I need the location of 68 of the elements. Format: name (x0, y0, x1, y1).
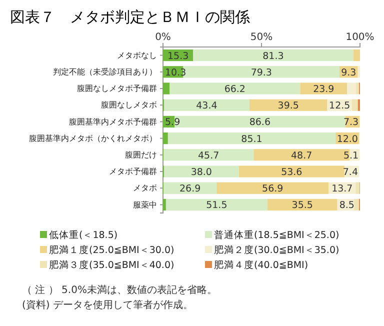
legend-label: 肥満４度(40.0≦BMI) (214, 259, 308, 271)
bar (168, 132, 336, 144)
data-label: 9.3 (341, 67, 356, 78)
bar (216, 182, 329, 194)
bar (163, 132, 168, 144)
bar (166, 198, 268, 211)
data-label: 23.9 (313, 84, 334, 95)
data-label: 12.5 (329, 100, 350, 112)
bar (164, 166, 239, 178)
data-label: 12.0 (336, 134, 358, 145)
y-tick-label: メタボ予備群 (109, 167, 157, 176)
data-label: 56.9 (262, 184, 284, 195)
data-label: 66.2 (224, 84, 246, 95)
data-label: 8.5 (339, 200, 354, 212)
data-label: 15.3 (167, 50, 189, 62)
bar (193, 49, 354, 62)
bar (356, 82, 360, 94)
bar (163, 82, 170, 94)
legend-label: 低体重(＜18.5) (49, 229, 118, 241)
y-tick-label: 腹囲基準内メタボ（かくれメタボ） (29, 134, 157, 143)
bar (353, 49, 360, 62)
legend-label: 肥満３度(35.0≦BMI＜40.0) (49, 259, 174, 271)
bar (164, 149, 254, 161)
y-tick-label: メタボなし (117, 50, 157, 60)
data-label: 13.7 (332, 184, 353, 195)
y-tick-label: 腹囲だけ (125, 150, 157, 160)
bar (347, 82, 356, 94)
data-label: 48.7 (291, 150, 312, 162)
x-tick-label: 0% (155, 32, 171, 43)
data-label: 86.6 (249, 117, 270, 128)
bar (300, 82, 348, 94)
y-tick-label: メタボ (133, 184, 157, 193)
chart-title: 図表７ メタボ判定とＢＭＩの関係 (10, 8, 250, 26)
data-label: 53.6 (281, 167, 302, 178)
x-tick-label: 100% (346, 32, 374, 43)
y-tick-label: 服薬中 (133, 200, 157, 210)
data-label: 26.9 (180, 184, 201, 195)
data-label: 45.7 (198, 150, 220, 162)
bar (356, 182, 360, 194)
data-label: 43.4 (196, 100, 218, 112)
text: (資料) データを使用して筆者が作成。 (22, 299, 193, 311)
bar (170, 82, 300, 94)
bar (238, 166, 344, 178)
legend-label: 普通体重(18.5≦BMI＜25.0) (214, 229, 340, 241)
data-label: 5.1 (343, 150, 359, 162)
bar (354, 198, 360, 211)
bar (267, 198, 338, 211)
data-label: 35.5 (292, 200, 313, 212)
legend-label: 肥満１度(25.0≦BMI＜30.0) (49, 244, 174, 256)
y-tick-label: 腹囲なしメタボ (101, 100, 157, 110)
data-label: 51.5 (206, 200, 228, 212)
data-label: 81.3 (262, 50, 284, 62)
data-label: 85.1 (241, 134, 262, 145)
y-tick-label: 判定不能（未受診項目あり） (53, 67, 157, 76)
data-label: 38.0 (190, 167, 212, 178)
bar (164, 99, 250, 111)
y-tick-label: 腹囲基準内メタボ予備群 (69, 117, 157, 126)
bar (163, 198, 166, 211)
x-tick-label: 50% (250, 32, 273, 43)
data-label: 7.3 (343, 117, 359, 128)
y-tick-label: 腹囲なしメタボ予備群 (77, 84, 157, 94)
data-label: 7.4 (342, 167, 358, 178)
text: （ 注 ） 5.0%未満は、数値の表記を省略。 (22, 284, 217, 296)
data-label: 79.3 (250, 67, 272, 78)
bar (352, 99, 358, 111)
bar (249, 99, 328, 111)
data-label: 39.5 (278, 100, 299, 112)
legend-label: 肥満２度(30.0≦BMI＜35.0) (214, 244, 340, 256)
